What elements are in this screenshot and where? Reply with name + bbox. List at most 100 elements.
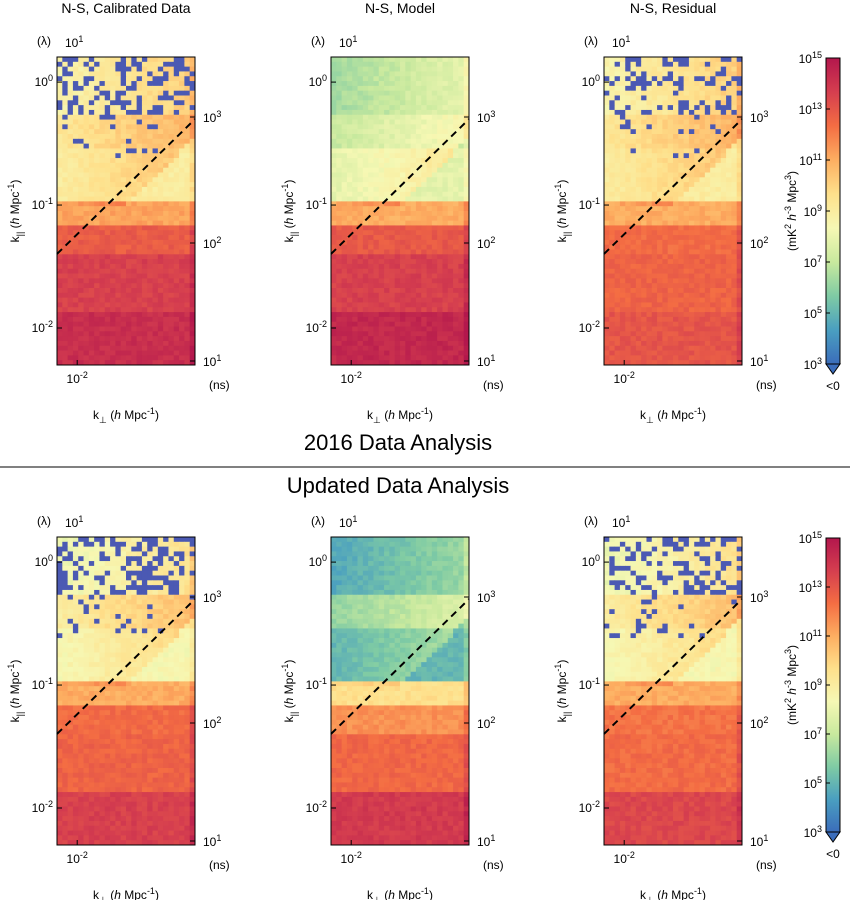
heat-cell xyxy=(394,230,401,236)
heat-cell xyxy=(421,134,427,140)
heat-cell xyxy=(614,220,621,226)
heat-cell xyxy=(394,278,401,284)
heat-cell xyxy=(168,331,175,337)
heat-cell xyxy=(625,90,631,96)
heat-cell xyxy=(99,326,106,332)
heat-cell xyxy=(415,254,422,260)
heat-cell xyxy=(426,186,433,193)
heat-cell xyxy=(453,167,459,173)
heat-cell xyxy=(400,172,406,178)
heat-cell xyxy=(384,340,390,347)
heat-cell xyxy=(635,206,642,212)
heat-cell xyxy=(94,239,100,246)
heat-cell xyxy=(694,90,700,96)
heat-cell xyxy=(463,124,470,130)
heat-cell xyxy=(173,273,180,279)
heat-cell xyxy=(646,211,653,217)
heat-cell xyxy=(368,105,374,111)
heat-cell xyxy=(394,331,401,337)
heat-cell xyxy=(731,283,738,289)
heat-cell xyxy=(704,148,711,154)
heat-cell xyxy=(426,109,433,116)
heat-cell xyxy=(715,182,722,188)
heat-cell xyxy=(673,61,679,68)
heat-cell xyxy=(710,196,716,202)
y-tick-label: 10-2 xyxy=(306,319,327,335)
heat-cell xyxy=(736,350,743,356)
heat-cell xyxy=(147,235,153,241)
heat-cell xyxy=(736,331,743,337)
heat-cell xyxy=(421,186,427,193)
heat-cell xyxy=(384,235,390,241)
heat-cell xyxy=(115,85,122,92)
heat-cell xyxy=(630,350,637,356)
heat-cell xyxy=(635,316,642,323)
heat-cell xyxy=(336,100,343,106)
heat-cell xyxy=(72,177,79,183)
heat-cell xyxy=(99,230,106,236)
heat-cell xyxy=(362,90,369,96)
heat-cell xyxy=(736,220,743,226)
heat-cell xyxy=(357,331,364,337)
heat-cell xyxy=(415,235,422,241)
heat-cell xyxy=(99,340,106,347)
heat-cell xyxy=(667,331,674,337)
heat-cell xyxy=(437,85,443,92)
heat-cell xyxy=(453,254,459,260)
heat-cell xyxy=(373,211,380,217)
heat-cell xyxy=(678,259,685,265)
heat-cell xyxy=(463,177,470,183)
heat-cell xyxy=(57,90,63,96)
heat-cell xyxy=(384,119,390,125)
heat-cell xyxy=(378,211,385,217)
heat-cell xyxy=(657,129,663,135)
heat-cell xyxy=(57,321,63,327)
heat-cell xyxy=(415,273,422,279)
heat-cell xyxy=(657,71,663,77)
heat-cell xyxy=(72,235,79,241)
heat-cell xyxy=(710,76,716,82)
heat-cell xyxy=(168,85,175,92)
heat-cell xyxy=(678,273,685,279)
heat-cell xyxy=(726,312,732,318)
heat-cell xyxy=(341,119,348,125)
heat-cell xyxy=(389,138,396,145)
heat-cell xyxy=(442,186,449,193)
heat-cell xyxy=(694,172,700,178)
heat-cell xyxy=(400,61,406,68)
heat-cell xyxy=(641,105,647,111)
heat-cell xyxy=(651,268,658,274)
heat-cell xyxy=(736,326,743,332)
heat-cell xyxy=(625,114,631,120)
heat-cell xyxy=(641,215,647,222)
heat-cell xyxy=(688,331,695,337)
heat-cell xyxy=(400,249,406,255)
heat-cell xyxy=(604,321,610,327)
heat-cell xyxy=(384,244,390,250)
heat-cell xyxy=(410,211,417,217)
heat-cell xyxy=(352,278,358,284)
heat-cell xyxy=(110,177,116,183)
heat-cell xyxy=(458,134,465,140)
heat-cell xyxy=(141,81,148,87)
heat-cell xyxy=(704,177,711,183)
heat-cell xyxy=(131,148,138,154)
heat-cell xyxy=(710,225,716,231)
heat-cell xyxy=(421,90,427,96)
heat-cell xyxy=(184,182,191,188)
heat-cell xyxy=(179,100,185,106)
heat-cell xyxy=(88,345,95,351)
heat-cell xyxy=(426,95,433,101)
heat-cell xyxy=(710,81,716,87)
heat-cell xyxy=(688,182,695,188)
heat-cell xyxy=(410,138,417,145)
heat-cell xyxy=(426,302,433,308)
heat-cell xyxy=(442,283,449,289)
heat-cell xyxy=(336,215,343,222)
heat-cell xyxy=(651,182,658,188)
heat-cell xyxy=(184,201,191,207)
heat-cell xyxy=(136,215,143,222)
heat-cell xyxy=(651,225,658,231)
heat-cell xyxy=(179,201,185,207)
